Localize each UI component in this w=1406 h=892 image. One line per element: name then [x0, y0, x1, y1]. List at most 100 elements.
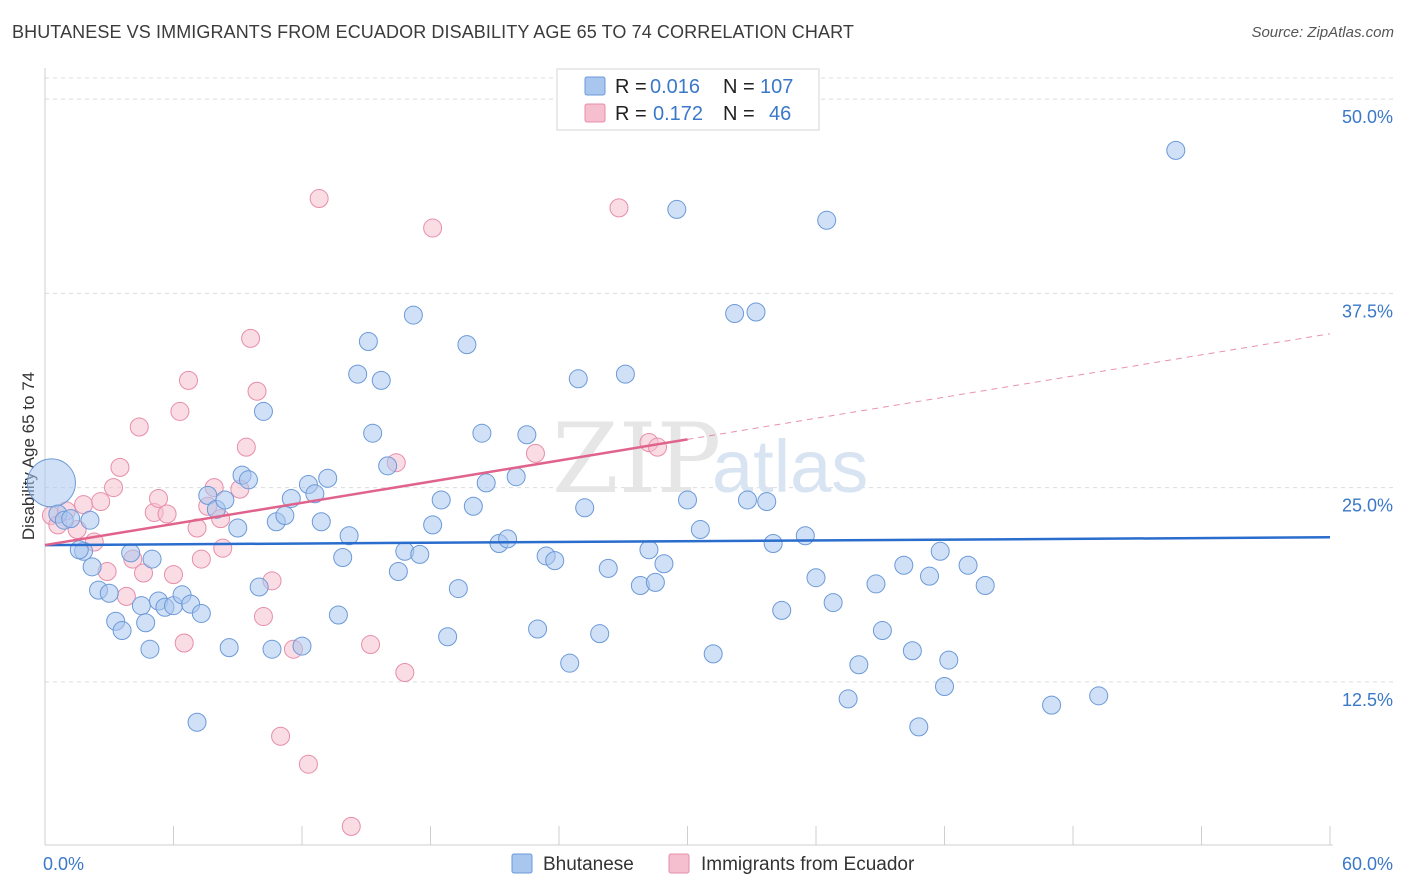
- bhutanese-point-104: [958, 555, 978, 575]
- bhutanese-point-41: [318, 468, 338, 488]
- bhutanese-point-32: [253, 401, 273, 421]
- bhutanese-point-78: [654, 554, 674, 574]
- ecuador-point-26: [213, 538, 233, 558]
- ecuador-point-45: [648, 437, 668, 457]
- bhutanese-point-50: [388, 561, 408, 581]
- bhutanese-point-87: [763, 534, 783, 554]
- ecuador-point-15: [149, 488, 169, 508]
- bhutanese-point-37: [292, 636, 312, 656]
- legend-r-value-1: 0.016: [650, 76, 700, 98]
- ecuador-trend-extension: [687, 333, 1331, 440]
- bhutanese-point-73: [598, 558, 618, 578]
- ecuador-point-19: [174, 633, 194, 653]
- bhutanese-point-48: [371, 370, 391, 390]
- ecuador-point-28: [236, 437, 256, 457]
- bhutanese-point-47: [363, 423, 383, 443]
- bhutanese-point-74: [615, 364, 635, 384]
- ecuador-point-29: [241, 328, 261, 348]
- bhutanese-point-70: [568, 369, 588, 389]
- legend-swatch-ecuador: [584, 103, 606, 123]
- bhutanese-point-6: [69, 540, 89, 560]
- bottom-legend-swatch-ecuador: [668, 853, 690, 874]
- ecuador-point-41: [423, 218, 443, 238]
- bhutanese-point-100: [920, 566, 940, 586]
- bhutanese-trend-line: [44, 536, 1331, 547]
- ecuador-point-6: [91, 492, 111, 512]
- bhutanese-point-72: [590, 624, 610, 644]
- legend-r-label-2: R =: [615, 103, 647, 125]
- bottom-legend-swatch-bhutanese: [511, 853, 533, 874]
- bhutanese-point-39: [305, 484, 325, 504]
- bhutanese-point-43: [333, 548, 353, 568]
- bhutanese-point-96: [872, 621, 892, 641]
- ecuador-point-43: [609, 198, 629, 218]
- bhutanese-point-105: [975, 575, 995, 595]
- bhutanese-point-28: [228, 518, 248, 538]
- y-tick-label-3: 50.0%: [1342, 107, 1393, 127]
- ecuador-point-22: [191, 549, 211, 569]
- ecuador-point-13: [134, 563, 154, 583]
- legend-n-value-2: 46: [769, 103, 791, 125]
- ecuador-point-36: [309, 189, 329, 209]
- bhutanese-point-83: [725, 304, 745, 324]
- bhutanese-point-55: [431, 490, 451, 510]
- trend-lines: [44, 333, 1331, 547]
- bhutanese-point-42: [328, 605, 348, 625]
- ecuador-point-40: [395, 663, 415, 683]
- bhutanese-point-88: [772, 600, 792, 620]
- x-ticks: [44, 826, 1331, 845]
- bhutanese-point-49: [378, 456, 398, 476]
- legend: R = 0.016 N = 107 R = 0.172 N = 46: [556, 68, 820, 131]
- bhutanese-point-106: [1042, 695, 1062, 715]
- bhutanese-point-81: [690, 520, 710, 540]
- bhutanese-point-22: [187, 712, 207, 732]
- legend-r-value-2: 0.172: [653, 103, 703, 125]
- bhutanese-point-69: [560, 653, 580, 673]
- bhutanese-point-9: [99, 583, 119, 603]
- watermark: ZIP atlas: [552, 403, 868, 515]
- bhutanese-point-27: [219, 638, 239, 658]
- bhutanese-point-76: [639, 540, 659, 560]
- bhutanese-point-61: [476, 473, 496, 493]
- ecuador-point-18: [170, 401, 190, 421]
- bhutanese-point-85: [746, 302, 766, 322]
- bhutanese-point-63: [498, 529, 518, 549]
- bhutanese-point-101: [930, 541, 950, 561]
- bhutanese-point-31: [249, 577, 269, 597]
- chart-title: BHUTANESE VS IMMIGRANTS FROM ECUADOR DIS…: [12, 22, 854, 42]
- y-axis-label: Disability Age 65 to 74: [19, 372, 38, 540]
- bhutanese-point-5: [80, 510, 100, 530]
- bhutanese-point-65: [517, 425, 537, 445]
- bhutanese-point-79: [667, 199, 687, 219]
- bhutanese-point-66: [528, 619, 548, 639]
- legend-n-label-1: N =: [723, 76, 755, 98]
- legend-n-label-2: N =: [723, 103, 755, 125]
- bottom-legend-label-ecuador: Immigrants from Ecuador: [701, 854, 915, 875]
- bhutanese-point-108: [1166, 140, 1186, 160]
- bhutanese-point-16: [142, 549, 162, 569]
- ecuador-point-42: [525, 443, 545, 463]
- bhutanese-point-86: [757, 492, 777, 512]
- bhutanese-point-64: [506, 467, 526, 487]
- bhutanese-point-89: [795, 526, 815, 546]
- x-tick-label-1: 60.0%: [1342, 854, 1393, 874]
- bhutanese-point-102: [935, 676, 954, 696]
- axes: [44, 68, 1333, 846]
- source-label: Source: ZipAtlas.com: [1251, 24, 1394, 41]
- bhutanese-point-58: [457, 335, 477, 355]
- x-tick-label-0: 0.0%: [43, 854, 84, 874]
- bhutanese-point-52: [403, 305, 423, 325]
- bhutanese-point-82: [703, 644, 723, 664]
- ecuador-point-30: [247, 381, 267, 401]
- bhutanese-point-80: [678, 490, 697, 510]
- bhutanese-point-77: [645, 572, 665, 592]
- bhutanese-point-15: [140, 639, 160, 659]
- ecuador-point-33: [271, 726, 291, 746]
- bhutanese-point-45: [348, 364, 368, 384]
- bottom-legend-label-bhutanese: Bhutanese: [543, 854, 634, 875]
- x-tick-labels: 0.0% 60.0%: [43, 854, 1393, 874]
- bhutanese-point-94: [849, 655, 869, 675]
- ecuador-point-35: [298, 754, 318, 774]
- bhutanese-point-91: [817, 210, 837, 230]
